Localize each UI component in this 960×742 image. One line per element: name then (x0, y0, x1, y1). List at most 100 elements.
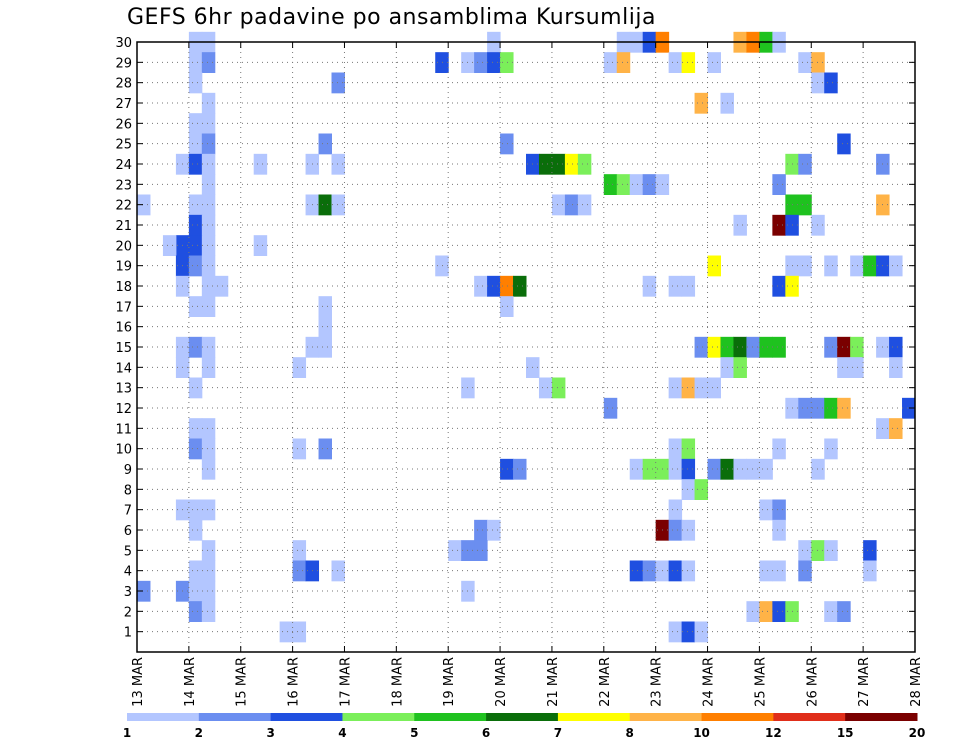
x-tick-label: 13 MAR (131, 657, 146, 707)
y-tick-label: 11 (115, 422, 132, 437)
heatmap-cell (201, 153, 216, 175)
heatmap-cell (668, 499, 683, 521)
y-tick-label: 4 (124, 565, 132, 580)
heatmap-cell (837, 397, 851, 419)
heatmap-cell (188, 377, 203, 399)
y-tick-label: 21 (115, 219, 132, 234)
colorbar-segment (845, 713, 918, 721)
x-tick-label: 19 MAR (442, 657, 457, 707)
heatmap-cell (201, 92, 216, 114)
y-tick-label: 13 (115, 382, 132, 397)
heatmap-cell (681, 621, 696, 643)
heatmap-cell (668, 438, 683, 460)
heatmap-cell (188, 438, 203, 460)
colorbar-segment (127, 713, 200, 721)
heatmap-cell (292, 621, 307, 643)
heatmap-cell (188, 418, 203, 439)
heatmap-cell (201, 580, 216, 602)
heatmap-cell (889, 336, 903, 358)
colorbar-labels: 1 2 3 4 5 6 7 8 10 12 15 20 (123, 726, 926, 740)
heatmap-cell (474, 519, 488, 541)
heatmap-cell (733, 357, 747, 378)
colorbar-segment (198, 713, 272, 721)
y-tick-label: 19 (115, 260, 132, 275)
heatmap-cell (850, 255, 864, 277)
heatmap-cell (474, 540, 488, 561)
heatmap-cell (746, 601, 760, 622)
heatmap-cell (824, 540, 838, 561)
heatmap-cell (707, 377, 721, 399)
y-tick-label: 25 (115, 138, 132, 153)
heatmap-cell (500, 296, 514, 317)
heatmap-cell (201, 438, 216, 460)
heatmap-cell (318, 296, 332, 317)
y-tick-label: 9 (124, 463, 132, 478)
heatmap-cell (201, 336, 216, 358)
y-tick-label: 18 (115, 280, 132, 295)
heatmap-cell (837, 133, 851, 155)
heatmap-cell (681, 560, 696, 582)
heatmap-cell (564, 194, 579, 216)
colorbar-segment (486, 713, 559, 721)
heatmap-cell (201, 52, 216, 73)
y-tick-label: 28 (115, 77, 132, 92)
heatmap-cell (707, 458, 721, 480)
heatmap-cell (188, 519, 203, 541)
heatmap-cell (668, 458, 683, 480)
heatmap-cell (292, 560, 307, 582)
heatmap-cell (188, 499, 203, 521)
y-tick-label: 12 (115, 402, 132, 417)
colorbar-label: 20 (909, 726, 926, 740)
heatmap-cell (448, 540, 462, 561)
y-tick-label: 29 (115, 56, 132, 71)
colorbar-label: 4 (338, 726, 346, 740)
heatmap-cell (798, 52, 812, 73)
heatmap-cell (798, 397, 812, 419)
heatmap-cell (889, 357, 903, 378)
heatmap-cell (642, 174, 657, 195)
heatmap-cell (629, 458, 644, 480)
y-tick-label: 16 (115, 321, 132, 336)
heatmap-cell (201, 357, 216, 378)
y-tick-label: 2 (124, 605, 132, 620)
heatmap-cell (824, 255, 838, 277)
colorbar-segment (342, 713, 415, 721)
heatmap-cell (902, 397, 916, 419)
heatmap-cell (681, 377, 696, 399)
heatmap-cell (681, 438, 696, 460)
heatmap-cell (772, 214, 786, 236)
x-tick-label: 20 MAR (494, 657, 509, 707)
heatmap-cell (538, 153, 553, 175)
y-tick-label: 6 (124, 524, 132, 539)
y-tick-label: 10 (115, 443, 132, 458)
heatmap-cell (759, 601, 773, 622)
heatmap-cell (474, 275, 488, 297)
heatmap-cell (435, 255, 449, 277)
heatmap-cell (201, 601, 216, 622)
heatmap-cell (616, 174, 631, 195)
colorbar-label: 7 (554, 726, 562, 740)
heatmap-cell (668, 519, 683, 541)
heatmap-cell (513, 458, 527, 480)
heatmap-cell (772, 275, 786, 297)
heatmap-cell (538, 377, 553, 399)
heatmap-cell (201, 296, 216, 317)
colorbar-segment (701, 713, 774, 721)
heatmap-cell (707, 52, 721, 73)
x-tick-label: 16 MAR (287, 657, 302, 707)
heatmap-cell (188, 336, 203, 358)
colorbar-label: 1 (123, 726, 131, 740)
heatmap-cell (798, 560, 812, 582)
heatmap-cell (201, 214, 216, 236)
heatmap-cell (798, 194, 812, 216)
colorbar-label: 3 (266, 726, 274, 740)
colorbar-segment (270, 713, 343, 721)
colorbar-label: 10 (693, 726, 710, 740)
heatmap-cell (577, 153, 592, 175)
heatmap-cell (214, 275, 229, 297)
colorbar-label: 15 (837, 726, 854, 740)
heatmap-cell (318, 194, 332, 216)
heatmap-cell (837, 601, 851, 622)
heatmap-cell (642, 275, 657, 297)
